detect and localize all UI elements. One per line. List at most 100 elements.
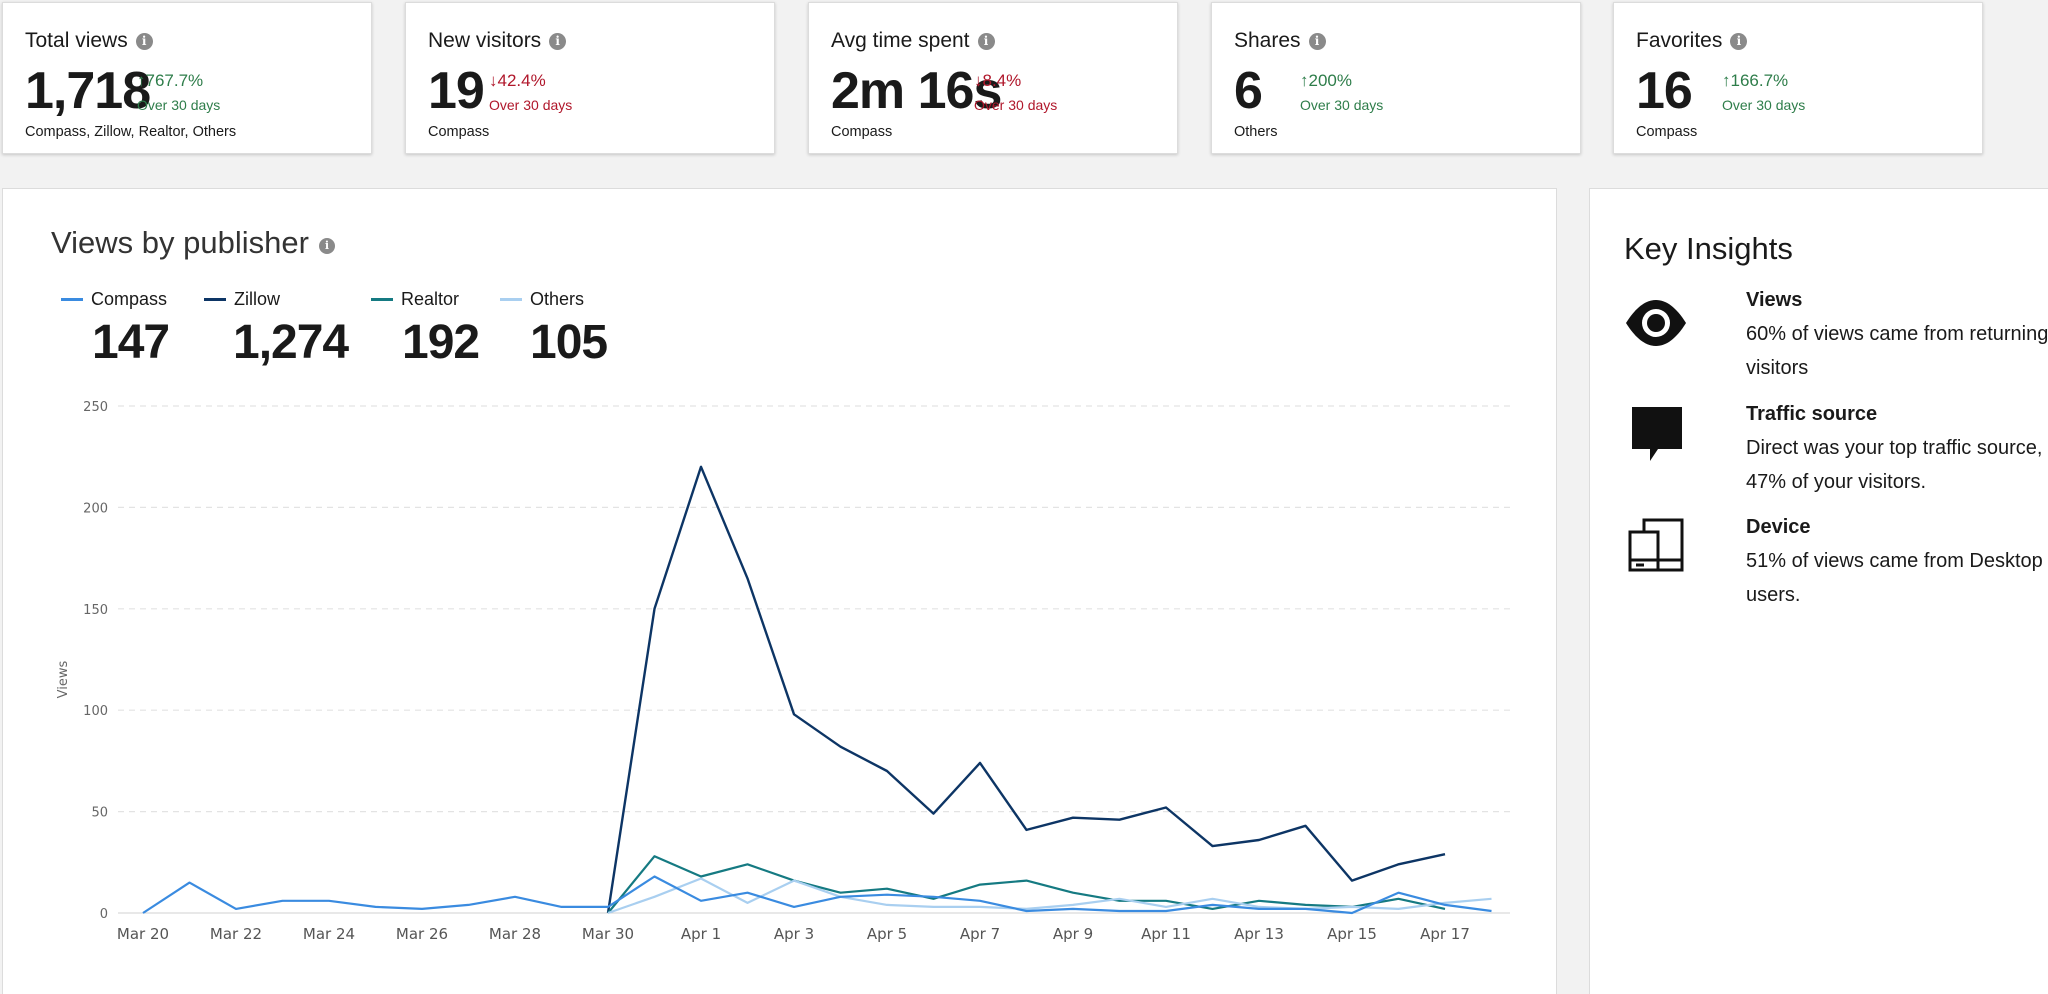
stat-value: 1,718	[25, 62, 151, 120]
stat-change-value: 767.7%	[145, 71, 204, 90]
x-tick-label: Apr 1	[681, 925, 721, 943]
x-tick-label: Mar 24	[303, 925, 355, 943]
legend-others-swatch	[500, 298, 522, 301]
x-tick-label: Apr 15	[1327, 925, 1377, 943]
info-icon[interactable]: i	[549, 32, 567, 50]
arrow-down-icon: ↓	[974, 71, 983, 90]
stat-period: Over 30 days	[974, 97, 1058, 113]
stat-title-text: Shares	[1234, 29, 1301, 52]
stat-title-text: Favorites	[1636, 29, 1723, 52]
legend-realtor-total: 192	[402, 316, 480, 369]
key-insights-panel: Key Insights Views 60% of views came fro…	[1589, 188, 2048, 994]
insight-device-heading: Device	[1746, 516, 1811, 538]
views-by-publisher-panel: Views by publisher i Compass 147 Zillow …	[2, 188, 1557, 994]
insight-views-body: 60% of views came from returning visitor…	[1746, 323, 2048, 379]
x-tick-label: Mar 26	[396, 925, 448, 943]
key-insights-title: Key Insights	[1624, 231, 1793, 266]
legend-compass-label-row: Compass	[61, 289, 169, 310]
info-icon[interactable]: i	[135, 32, 153, 50]
series-line-others	[607, 877, 1492, 915]
stat-title: New visitors i	[428, 29, 567, 53]
stat-change: ↑166.7%	[1722, 71, 1788, 91]
legend-others[interactable]: Others 105	[500, 289, 608, 374]
legend-realtor-label-row: Realtor	[371, 289, 479, 310]
info-icon[interactable]: i	[977, 32, 995, 50]
insight-traffic-body: Direct was your top traffic source, with…	[1746, 437, 2048, 493]
x-tick-label: Apr 17	[1420, 925, 1470, 943]
legend-compass-swatch	[61, 298, 83, 301]
legend-compass-total: 147	[92, 316, 170, 369]
stat-value: 2m 16s	[831, 62, 1002, 120]
info-icon[interactable]: i	[1730, 32, 1748, 50]
views-line-chart: 0 50 100 150 200 250 Views Mar 20 Mar 22 Mar 24 Ma…	[56, 400, 1510, 943]
devices-icon	[1628, 518, 1684, 572]
x-tick-label: Apr 13	[1234, 925, 1284, 943]
legend-others-label-row: Others	[500, 289, 607, 310]
stat-title: Avg time spent i	[831, 29, 995, 53]
y-tick-label: 50	[91, 806, 108, 821]
stat-change-value: 42.4%	[497, 71, 546, 90]
stat-period: Over 30 days	[137, 97, 221, 113]
stat-source: Others	[1234, 124, 1278, 140]
series-line-realtor	[607, 855, 1446, 914]
legend-realtor[interactable]: Realtor 192	[371, 289, 480, 374]
legend-realtor-swatch	[371, 298, 393, 301]
legend-zillow-label: Zillow	[234, 289, 281, 309]
x-tick-label: Apr 7	[960, 925, 1000, 943]
stat-title: Favorites i	[1636, 29, 1748, 53]
legend-others-total: 105	[530, 316, 608, 369]
stat-title-text: Avg time spent	[831, 29, 970, 52]
legend-zillow-label-row: Zillow	[204, 289, 348, 310]
stat-change: ↓8.4%	[974, 71, 1021, 91]
stat-change-value: 200%	[1308, 71, 1352, 90]
legend-zillow-swatch	[204, 298, 226, 301]
series-line-compass	[142, 875, 1492, 915]
stat-card-total-views: Total views i 1,718 ↑767.7% Over 30 days Comp…	[2, 2, 372, 154]
arrow-down-icon: ↓	[489, 71, 498, 90]
stat-value: 19	[428, 62, 485, 120]
stat-change-value: 8.4%	[982, 71, 1022, 90]
legend-compass[interactable]: Compass 147	[61, 289, 170, 374]
arrow-up-icon: ↑	[1300, 71, 1309, 90]
y-tick-label: 0	[100, 907, 108, 922]
eye-icon	[1626, 300, 1686, 346]
y-axis-label: Views	[56, 660, 71, 698]
stat-card-new-visitors: New visitors i 19 ↓42.4% Over 30 days Compass	[405, 2, 775, 154]
stat-period: Over 30 days	[1300, 97, 1384, 113]
arrow-up-icon: ↑	[1722, 71, 1731, 90]
stat-card-avg-time-spent: Avg time spent i 2m 16s ↓8.4% Over 30 days Co…	[808, 2, 1178, 154]
x-tick-label: Apr 11	[1141, 925, 1191, 943]
stat-change: ↑767.7%	[137, 71, 203, 91]
y-tick-label: 200	[83, 501, 108, 516]
insight-views-heading: Views	[1746, 289, 1803, 311]
y-tick-label: 150	[83, 603, 108, 618]
stat-title-text: New visitors	[428, 29, 542, 52]
chart-panel-title-text: Views by publisher	[51, 225, 309, 260]
x-tick-label: Apr 3	[774, 925, 814, 943]
info-icon[interactable]: i	[1308, 32, 1326, 50]
stat-card-favorites: Favorites i 16 ↑166.7% Over 30 days Compass	[1613, 2, 1983, 154]
stat-change: ↓42.4%	[489, 71, 546, 91]
stat-value: 6	[1234, 62, 1263, 120]
stat-change: ↑200%	[1300, 71, 1352, 91]
stat-source: Compass	[1636, 124, 1698, 140]
insight-traffic-heading: Traffic source	[1746, 403, 1878, 425]
x-tick-label: Mar 28	[489, 925, 541, 943]
chart-panel-title: Views by publisher i	[51, 225, 335, 261]
stat-source: Compass, Zillow, Realtor, Others	[25, 124, 237, 140]
stat-source: Compass	[428, 124, 490, 140]
x-tick-label: Mar 20	[117, 925, 169, 943]
info-icon[interactable]: i	[318, 238, 335, 254]
stat-source: Compass	[831, 124, 893, 140]
arrow-up-icon: ↑	[137, 71, 146, 90]
series-line-zillow	[606, 465, 1446, 914]
legend-realtor-label: Realtor	[401, 289, 460, 309]
x-tick-label: Apr 9	[1053, 925, 1093, 943]
legend-others-label: Others	[530, 289, 585, 309]
legend-compass-label: Compass	[91, 289, 168, 309]
legend-zillow-total: 1,274	[233, 316, 349, 369]
x-tick-label: Mar 30	[582, 925, 634, 943]
legend-zillow[interactable]: Zillow 1,274	[204, 289, 349, 374]
x-tick-label: Apr 5	[867, 925, 907, 943]
stat-card-shares: Shares i 6 ↑200% Over 30 days Others	[1211, 2, 1581, 154]
